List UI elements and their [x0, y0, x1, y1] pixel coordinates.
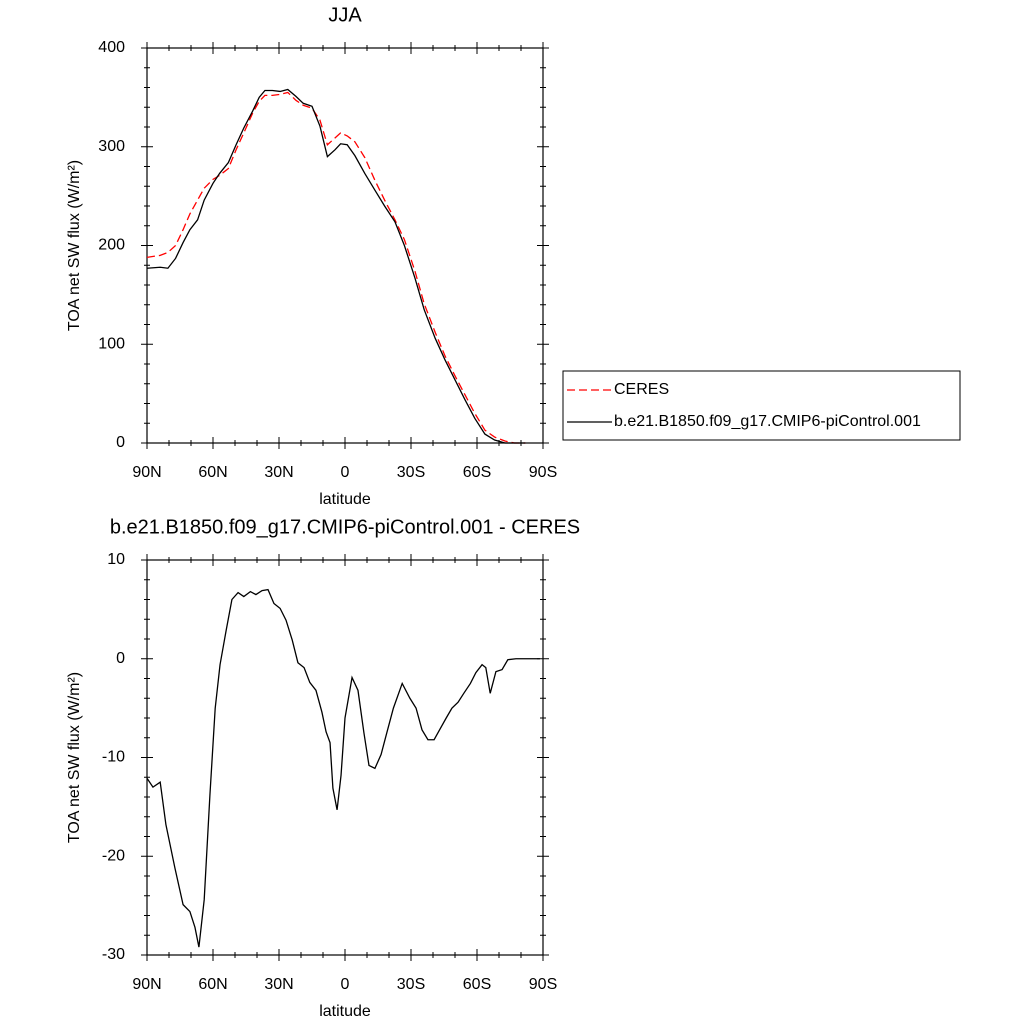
x-tick-label: 90S: [529, 464, 557, 481]
y-tick-label: -10: [102, 749, 125, 766]
chart-title: JJA: [328, 4, 362, 26]
x-tick-label: 90S: [529, 976, 557, 993]
legend-label: b.e21.B1850.f09_g17.CMIP6-piControl.001: [614, 413, 921, 430]
x-tick-label: 60N: [198, 464, 227, 481]
data-line: [146, 88, 526, 444]
data-line: [146, 588, 540, 948]
y-tick-label: 0: [116, 650, 125, 667]
y-tick-label: 10: [107, 551, 125, 568]
y-tick-label: 100: [98, 335, 125, 352]
x-axis-label: latitude: [319, 1003, 371, 1020]
legend-box: [562, 370, 961, 441]
y-tick-label: 0: [116, 434, 125, 451]
x-axis-label: latitude: [319, 491, 371, 508]
x-tick-label: 0: [341, 976, 350, 993]
y-tick-label: 400: [98, 39, 125, 56]
y-tick-label: -30: [102, 946, 125, 963]
x-tick-label: 30N: [264, 976, 293, 993]
data-line: [146, 91, 526, 444]
x-tick-label: 30S: [397, 464, 425, 481]
x-tick-label: 90N: [132, 976, 161, 993]
chart-title: b.e21.B1850.f09_g17.CMIP6-piControl.001 …: [110, 516, 580, 538]
x-tick-label: 60S: [463, 464, 491, 481]
x-tick-label: 60N: [198, 976, 227, 993]
x-tick-label: 30S: [397, 976, 425, 993]
x-tick-label: 90N: [132, 464, 161, 481]
y-tick-label: -20: [102, 847, 125, 864]
y-tick-label: 300: [98, 138, 125, 155]
plot-frame: [146, 559, 544, 956]
x-tick-label: 0: [341, 464, 350, 481]
x-tick-label: 60S: [463, 976, 491, 993]
x-tick-label: 30N: [264, 464, 293, 481]
plot-frame: [146, 47, 544, 444]
legend-label: CERES: [614, 381, 669, 398]
y-tick-label: 200: [98, 237, 125, 254]
y-axis-label: TOA net SW flux (W/m²): [66, 160, 83, 331]
y-axis-label: TOA net SW flux (W/m²): [66, 672, 83, 843]
